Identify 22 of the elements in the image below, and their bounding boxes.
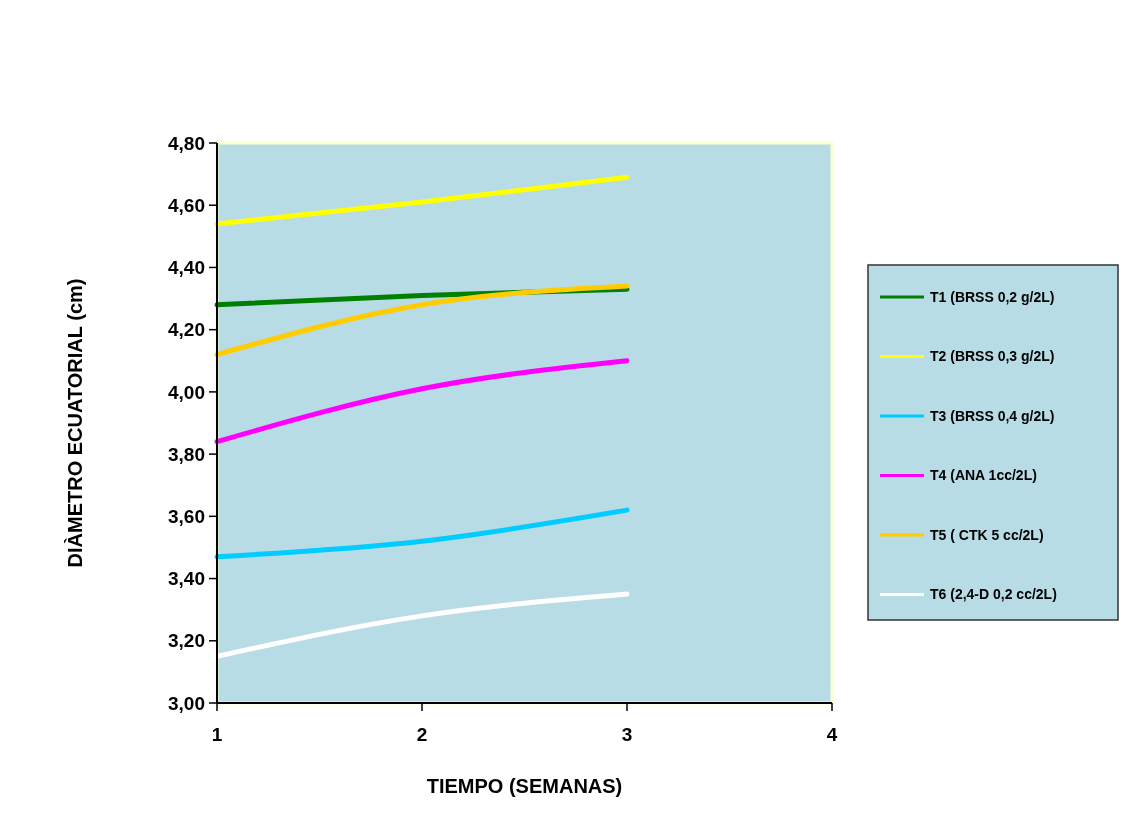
legend-label: T3 (BRSS 0,4 g/2L)	[930, 407, 1055, 424]
x-tick-label: 3	[621, 724, 633, 745]
y-tick-label: 4,40	[168, 257, 205, 279]
legend-label: T4 (ANA 1cc/2L)	[930, 467, 1037, 484]
y-tick-label: 3,20	[168, 630, 205, 652]
y-tick-label: 3,80	[168, 443, 205, 465]
y-tick-label: 4,20	[168, 319, 205, 341]
legend-label: T5 ( CTK 5 cc/2L)	[930, 526, 1044, 543]
legend-label: T1 (BRSS 0,2 g/2L)	[930, 288, 1055, 305]
legend-label: T2 (BRSS 0,3 g/2L)	[930, 348, 1055, 365]
y-tick-label: 4,60	[168, 194, 205, 216]
y-tick-label: 3,00	[168, 692, 205, 714]
y-tick-label: 3,40	[168, 568, 205, 590]
x-axis-title: TIEMPO (SEMANAS)	[426, 775, 623, 797]
y-tick-label: 3,60	[168, 505, 205, 527]
y-tick-label: 4,00	[168, 381, 205, 403]
x-tick-label: 2	[416, 724, 428, 745]
x-tick-label: 1	[211, 724, 223, 745]
legend-label: T6 (2,4-D 0,2 cc/2L)	[930, 586, 1057, 603]
y-axis-title: DIÀMETRO ECUATORIAL (cm)	[64, 278, 86, 568]
x-tick-label: 4	[826, 724, 838, 745]
y-tick-label: 4,80	[168, 132, 205, 154]
